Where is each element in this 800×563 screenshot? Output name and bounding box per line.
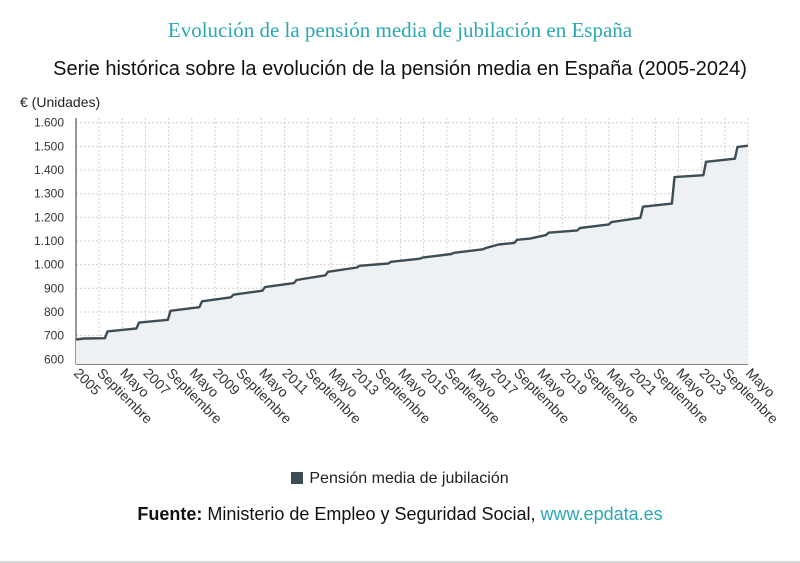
y-axis-label: € (Unidades) — [20, 94, 100, 110]
y-tick-label: 1.200 — [34, 210, 64, 224]
source-note: Fuente: Ministerio de Empleo y Seguridad… — [0, 504, 800, 525]
y-tick-label: 1.300 — [34, 187, 64, 201]
y-tick-label: 900 — [44, 281, 64, 295]
legend-swatch — [291, 472, 304, 484]
y-tick-label: 1.400 — [34, 163, 64, 177]
y-tick-label: 1.500 — [34, 139, 64, 153]
chart-title: Evolución de la pensión media de jubilac… — [167, 18, 633, 42]
source-link[interactable]: www.epdata.es — [540, 504, 663, 524]
y-tick-label: 1.600 — [34, 116, 64, 130]
series-line — [75, 144, 749, 341]
y-tick-label: 600 — [44, 352, 64, 366]
divider — [0, 561, 800, 563]
source-text: Ministerio de Empleo y Seguridad Social, — [202, 504, 541, 524]
y-tick-label: 800 — [44, 305, 64, 319]
series-area — [76, 145, 748, 364]
y-tick-label: 700 — [44, 329, 64, 343]
y-tick-label: 1.100 — [34, 234, 64, 248]
legend: Pensión media de jubilación — [0, 470, 800, 488]
legend-label: Pensión media de jubilación — [309, 470, 509, 487]
chart-subtitle: Serie histórica sobre la evolución de la… — [53, 58, 747, 80]
line-chart: € (Unidades) 600 700 800 900 1.000 1.100 1.200 1… — [20, 94, 782, 427]
source-label: Fuente: — [137, 504, 203, 524]
y-tick-label: 1.000 — [34, 258, 64, 272]
